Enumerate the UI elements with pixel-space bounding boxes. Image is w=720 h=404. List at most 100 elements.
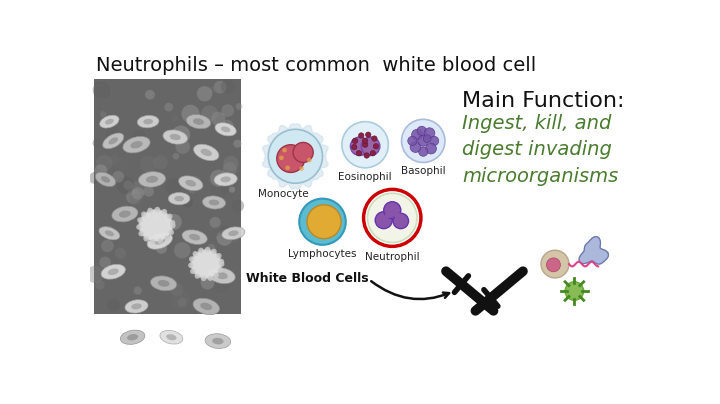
Circle shape: [156, 242, 167, 254]
Circle shape: [171, 291, 190, 309]
Circle shape: [155, 207, 160, 212]
Ellipse shape: [228, 230, 238, 236]
Circle shape: [205, 196, 217, 208]
Circle shape: [222, 120, 233, 131]
Circle shape: [215, 277, 230, 292]
Circle shape: [207, 276, 213, 281]
Circle shape: [225, 270, 233, 278]
Circle shape: [366, 132, 371, 137]
Circle shape: [205, 247, 210, 252]
Circle shape: [197, 86, 212, 101]
Ellipse shape: [99, 227, 120, 240]
Circle shape: [362, 138, 368, 143]
Circle shape: [148, 208, 153, 213]
Ellipse shape: [174, 196, 184, 202]
Ellipse shape: [101, 264, 125, 279]
Ellipse shape: [125, 300, 148, 313]
Ellipse shape: [214, 173, 237, 186]
Ellipse shape: [194, 144, 219, 161]
Circle shape: [96, 155, 112, 171]
Ellipse shape: [166, 334, 176, 340]
Circle shape: [207, 244, 215, 252]
Circle shape: [235, 103, 243, 110]
Text: Neutrophil: Neutrophil: [365, 252, 420, 262]
Circle shape: [114, 248, 126, 259]
Ellipse shape: [222, 227, 245, 240]
Ellipse shape: [112, 206, 138, 222]
Circle shape: [370, 151, 376, 156]
Circle shape: [95, 280, 104, 290]
Circle shape: [364, 153, 369, 158]
Circle shape: [372, 136, 377, 141]
Circle shape: [188, 185, 197, 194]
Circle shape: [217, 267, 223, 273]
Circle shape: [122, 210, 131, 219]
Circle shape: [112, 171, 124, 183]
Circle shape: [150, 239, 156, 244]
Circle shape: [138, 231, 144, 236]
Circle shape: [418, 147, 428, 156]
Circle shape: [130, 193, 143, 207]
Circle shape: [231, 236, 238, 243]
Circle shape: [201, 276, 215, 290]
Circle shape: [132, 187, 144, 200]
Ellipse shape: [208, 268, 235, 284]
Circle shape: [384, 202, 401, 219]
Circle shape: [201, 276, 206, 281]
Circle shape: [214, 273, 219, 278]
Circle shape: [352, 138, 358, 143]
Text: White Blood Cells: White Blood Cells: [246, 272, 369, 285]
Ellipse shape: [216, 272, 228, 279]
Ellipse shape: [154, 237, 166, 245]
Circle shape: [412, 129, 423, 140]
Ellipse shape: [123, 137, 150, 153]
Circle shape: [307, 158, 312, 162]
Circle shape: [93, 138, 102, 148]
Circle shape: [100, 111, 107, 118]
Circle shape: [143, 236, 149, 242]
Circle shape: [145, 90, 155, 100]
Circle shape: [181, 105, 199, 123]
Circle shape: [86, 265, 104, 283]
Circle shape: [134, 286, 142, 295]
Ellipse shape: [200, 303, 212, 310]
Circle shape: [101, 240, 114, 252]
Circle shape: [164, 103, 174, 112]
Circle shape: [93, 81, 111, 99]
Circle shape: [220, 182, 232, 194]
Circle shape: [173, 153, 179, 160]
Text: Eosinophil: Eosinophil: [338, 172, 392, 182]
Circle shape: [117, 157, 127, 168]
Circle shape: [99, 257, 111, 268]
Circle shape: [171, 115, 178, 121]
Ellipse shape: [163, 130, 187, 144]
Ellipse shape: [215, 123, 236, 136]
Ellipse shape: [205, 334, 230, 349]
Ellipse shape: [160, 330, 183, 344]
Circle shape: [141, 211, 147, 217]
Circle shape: [211, 249, 217, 254]
Circle shape: [232, 200, 244, 212]
Text: Ingest, kill, and
digest invading
microorganisms: Ingest, kill, and digest invading microo…: [462, 114, 618, 186]
Circle shape: [220, 225, 230, 236]
Circle shape: [219, 261, 225, 267]
Text: Neutrophils – most common  white blood cell: Neutrophils – most common white blood ce…: [96, 56, 536, 75]
Ellipse shape: [120, 330, 145, 344]
Ellipse shape: [138, 172, 166, 187]
Circle shape: [210, 217, 220, 228]
Ellipse shape: [108, 268, 119, 275]
Circle shape: [190, 269, 196, 274]
Circle shape: [375, 212, 392, 229]
Ellipse shape: [158, 280, 169, 287]
Circle shape: [165, 178, 182, 196]
Circle shape: [198, 248, 204, 253]
Circle shape: [367, 193, 417, 242]
Circle shape: [285, 166, 290, 170]
Circle shape: [356, 151, 361, 156]
Text: Main Function:: Main Function:: [462, 91, 624, 111]
Circle shape: [219, 259, 224, 264]
Circle shape: [410, 142, 421, 152]
Ellipse shape: [191, 249, 222, 279]
Ellipse shape: [189, 234, 200, 240]
Circle shape: [214, 81, 227, 94]
